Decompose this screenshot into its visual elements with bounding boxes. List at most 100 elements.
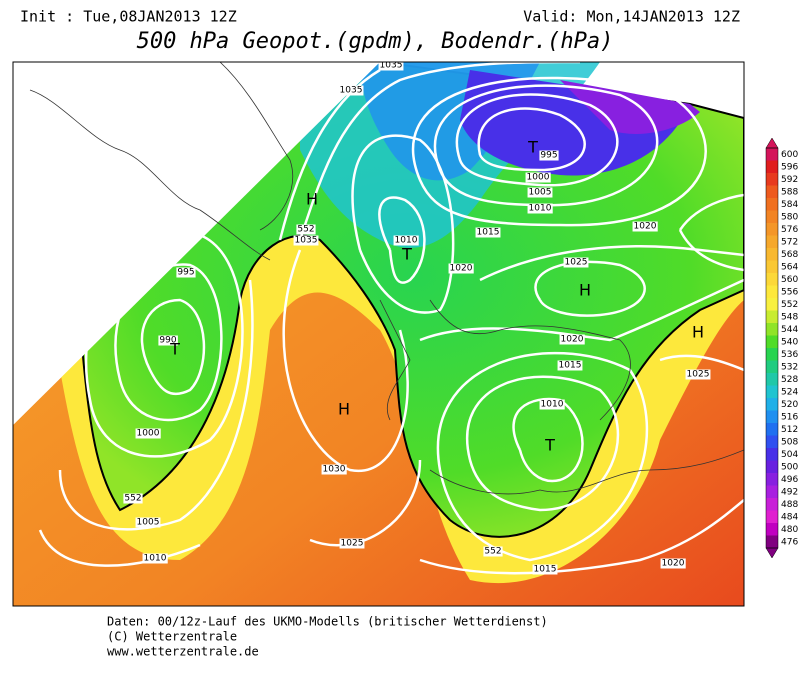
colorbar-label: 600	[781, 150, 798, 160]
colorbar-label: 584	[781, 200, 798, 210]
colorbar-label: 596	[781, 162, 798, 172]
isobar-label: 1020	[450, 264, 473, 274]
colorbar-label: 580	[781, 212, 798, 222]
isobar-label: 1020	[634, 222, 657, 232]
isobar-label-bg	[685, 369, 711, 380]
isobar-label: 995	[177, 268, 194, 278]
pressure-centers: T H T H T H H T	[169, 138, 704, 455]
colorbar-swatch	[766, 448, 778, 461]
colorbar-swatch	[766, 485, 778, 499]
colorbar-swatch	[766, 173, 778, 186]
colorbar-swatch	[766, 435, 778, 449]
colorbar-label: 536	[781, 350, 798, 360]
isobar-label: 1025	[687, 370, 710, 380]
colorbar-swatch	[766, 523, 778, 536]
colorbar-swatch	[766, 335, 778, 349]
colorbar-swatch	[766, 373, 778, 386]
isobars	[38, 62, 744, 575]
isobar-label: 1000	[527, 173, 550, 183]
colorbar-swatch	[766, 160, 778, 174]
isobar-label-bg	[527, 203, 553, 214]
colorbar-label: 592	[781, 175, 798, 185]
isobar-label: 1005	[137, 518, 160, 528]
colorbar-swatch	[766, 273, 778, 286]
colorbar-label: 480	[781, 525, 798, 535]
colorbar-label: 552	[781, 300, 798, 310]
colorbar-label: 520	[781, 400, 798, 410]
colorbar-swatch	[766, 148, 778, 161]
isobar-label-bg	[539, 399, 565, 410]
isobar-label-bg	[532, 564, 558, 575]
isobar-label: 552	[297, 225, 314, 235]
outside-domain	[13, 62, 380, 425]
colorbar-label: 488	[781, 500, 798, 510]
colorbar-swatch	[766, 473, 778, 486]
isobar-label-bg	[559, 334, 585, 345]
colorbar-label: 512	[781, 425, 798, 435]
footer-line: (C) Wetterzentrale	[107, 630, 237, 644]
isobar-labels: 1035 1035 995 1000 1005 1010 1020 1015 1010 1035 1…	[123, 62, 711, 575]
isobar-label-bg	[660, 558, 686, 569]
colorbar-label: 508	[781, 437, 798, 447]
isobar-label-bg	[321, 464, 347, 475]
isobar-label: 1010	[529, 204, 552, 214]
isobar-label-bg	[176, 267, 196, 278]
field-purple	[560, 80, 700, 134]
isobar-label-bg	[142, 553, 168, 564]
colorbar-swatch	[766, 210, 778, 224]
isobar-label-bg	[296, 224, 316, 235]
colorbar-swatch	[766, 185, 778, 199]
pressure-center: T	[169, 340, 180, 359]
isobar-label: 552	[484, 547, 501, 557]
colorbar-swatch	[766, 360, 778, 374]
colorbar-swatch	[766, 348, 778, 361]
colorbar-swatch	[766, 510, 778, 524]
colorbar-swatch	[766, 298, 778, 311]
colorbar-label: 532	[781, 362, 798, 372]
colorbar-label: 524	[781, 387, 798, 397]
colorbar-swatch	[766, 323, 778, 336]
pressure-center: H	[338, 400, 350, 419]
footer-line: Daten: 00/12z-Lauf des UKMO-Modells (bri…	[107, 615, 548, 629]
colorbar-label: 556	[781, 287, 798, 297]
colorbar-swatch	[766, 423, 778, 436]
map-frame	[12, 61, 745, 607]
isobar-label: 1020	[662, 559, 685, 569]
isobar-label-bg	[525, 172, 551, 183]
colorbar-swatch	[766, 460, 778, 474]
coastlines	[29, 62, 744, 495]
pressure-center: H	[579, 281, 591, 300]
isobar-label-bg	[483, 546, 503, 557]
colorbar-swatch	[766, 385, 778, 399]
colorbar-swatch	[766, 285, 778, 299]
colorbar-label: 540	[781, 337, 798, 347]
isobar-label-bg	[393, 235, 419, 246]
colorbar-label: 484	[781, 512, 798, 522]
colorbar-label: 492	[781, 487, 798, 497]
isobar-label-bg	[135, 428, 161, 439]
colorbar-swatch	[766, 198, 778, 211]
pressure-center: T	[527, 138, 538, 157]
init-time: Init : Tue,08JAN2013 12Z	[20, 8, 237, 26]
colorbar-label: 528	[781, 375, 798, 385]
colorbar-label: 496	[781, 475, 798, 485]
isobar-label: 1015	[559, 361, 582, 371]
colorbar-border	[765, 147, 779, 549]
colorbar-swatch	[766, 260, 778, 274]
colorbar-label: 500	[781, 462, 798, 472]
isobar-label-bg	[158, 335, 178, 346]
colorbar-label: 564	[781, 262, 798, 272]
isobar-label-bg	[475, 227, 501, 238]
colorbar-label: 476	[781, 537, 798, 547]
colorbar-label: 560	[781, 275, 798, 285]
isobar-label: 1025	[565, 258, 588, 268]
isobar-label: 1035	[340, 86, 363, 96]
colorbar-swatch	[766, 410, 778, 424]
colorbar-swatch	[766, 223, 778, 236]
map-area: 1035 1035 995 1000 1005 1010 1020 1015 1010 1035 1…	[13, 62, 744, 606]
pressure-center: H	[306, 190, 318, 209]
colorbar-swatch	[766, 310, 778, 324]
colorbar-swatch	[766, 235, 778, 249]
isobar-label: 1020	[561, 335, 584, 345]
